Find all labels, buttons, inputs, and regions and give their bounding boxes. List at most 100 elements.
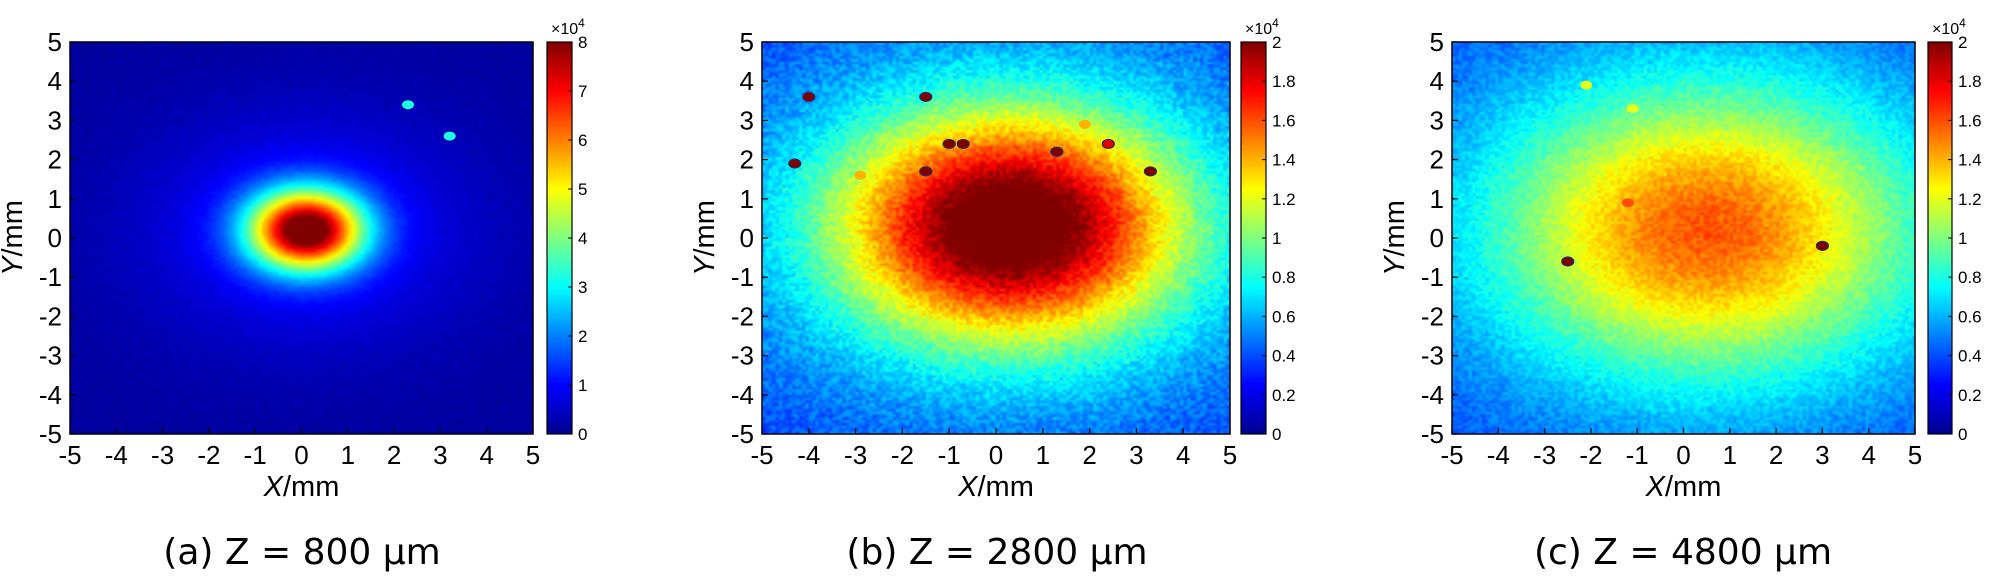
y-tick-label: -2 (731, 301, 754, 331)
y-axis-label: Y/mm (1379, 200, 1411, 276)
x-tick-label: -2 (891, 440, 914, 470)
y-tick-label: -4 (39, 380, 62, 410)
panel-caption: (a) Z = 800 μm (163, 532, 440, 573)
hot-pixel (802, 91, 816, 102)
colorbar-tick-label: 2 (1272, 33, 1281, 52)
heatmap-panel-a: -5 -4 -3 -2 -1 0 1 2 3 4 5 -5 -4 -3 -2 -1 0 1 2 3 4 5 X/mm Y/mm… (0, 16, 587, 573)
hot-pixel (1101, 138, 1115, 150)
heatmap-image (70, 42, 533, 434)
y-tick-label: -4 (731, 380, 754, 410)
y-tick-label: -4 (1421, 380, 1444, 410)
x-tick-label: 4 (1861, 440, 1875, 470)
y-tick-label: 3 (1430, 105, 1444, 135)
y-tick-label: 0 (1430, 223, 1444, 253)
colorbar-multiplier: ×104 (1245, 16, 1279, 38)
y-tick-label: 2 (740, 145, 754, 175)
colorbar-tick-label: 7 (578, 82, 587, 101)
x-axis-label: X/mm (1645, 471, 1722, 503)
colorbar-tick-label: 8 (578, 33, 587, 52)
x-tick-label: 3 (433, 440, 447, 470)
panel-caption: (b) Z = 2800 μm (846, 532, 1147, 573)
hot-pixel (788, 158, 802, 169)
y-tick-label: 5 (1430, 27, 1444, 57)
y-tick-label: -5 (39, 419, 62, 449)
x-tick-label: -4 (1487, 440, 1510, 470)
colorbar-multiplier: ×104 (551, 16, 585, 38)
x-tick-label: -1 (1626, 440, 1649, 470)
colorbar-tick-label: 1.4 (1958, 151, 1982, 170)
hot-pixel (942, 138, 956, 150)
colorbar-tick-label: 1 (1958, 229, 1967, 248)
colorbar-tick-label: 0 (1958, 425, 1967, 444)
x-tick-label: -5 (1440, 440, 1463, 470)
x-tick-label: -3 (1533, 440, 1556, 470)
x-axis-label: X/mm (957, 471, 1034, 503)
heatmap-image (762, 42, 1230, 434)
x-tick-label: 1 (341, 440, 355, 470)
x-tick-label: 5 (1908, 440, 1922, 470)
x-tick-label: 4 (479, 440, 493, 470)
x-tick-label: 2 (1082, 440, 1096, 470)
y-tick-label: -3 (39, 341, 62, 371)
y-tick-label: -1 (1421, 262, 1444, 292)
hot-pixel (1815, 240, 1830, 251)
colorbar-tick-label: 1 (1272, 229, 1281, 248)
colorbar-tick-label: 0.6 (1272, 307, 1296, 326)
panel-caption: (c) Z = 4800 μm (1534, 532, 1832, 573)
heatmap-panel-b: -5 -4 -3 -2 -1 0 1 2 3 4 5 -5 -4 -3 -2 -1 0 1 2 3 4 5 X/mm Y/mm… (689, 16, 1296, 573)
y-axis-label: Y/mm (0, 200, 29, 276)
y-tick-label: -2 (1421, 301, 1444, 331)
heatmap-image (1452, 42, 1915, 434)
x-axis-label: X/mm (263, 471, 340, 503)
colorbar-tick-label: 2 (1958, 33, 1967, 52)
hot-pixel (1621, 198, 1634, 208)
hot-pixel (854, 170, 867, 180)
heatmap-panel-c: -5 -4 -3 -2 -1 0 1 2 3 4 5 -5 -4 -3 -2 -1 0 1 2 3 4 5 X/mm Y/mm… (1379, 16, 1982, 573)
y-tick-label: 5 (740, 27, 754, 57)
colorbar-multiplier: ×104 (1932, 16, 1966, 38)
y-tick-label: -5 (731, 419, 754, 449)
colorbar-tick-label: 1.6 (1958, 111, 1982, 130)
x-tick-label: -1 (938, 440, 961, 470)
y-tick-label: -5 (1421, 419, 1444, 449)
x-tick-label: 3 (1815, 440, 1829, 470)
colorbar-tick-label: 1.4 (1272, 151, 1296, 170)
y-tick-label: 1 (48, 184, 62, 214)
y-tick-label: 0 (48, 223, 62, 253)
y-axis-label: Y/mm (689, 200, 721, 276)
x-tick-label: -2 (1579, 440, 1602, 470)
hot-pixel (1050, 146, 1064, 157)
y-tick-label: 4 (1430, 66, 1444, 96)
colorbar-tick-label: 0.4 (1272, 347, 1296, 366)
colorbar-tick-label: 0 (1272, 425, 1281, 444)
x-tick-label: -4 (797, 440, 820, 470)
x-tick-label: -5 (58, 440, 81, 470)
hot-pixel (443, 131, 456, 141)
colorbar-tick-label: 1.2 (1958, 190, 1982, 209)
hot-pixel (956, 138, 970, 150)
x-tick-label: 5 (1223, 440, 1237, 470)
colorbar-tick-label: 1.2 (1272, 190, 1296, 209)
y-tick-label: 3 (48, 105, 62, 135)
colorbar-tick-label: 0 (578, 425, 587, 444)
y-tick-label: -2 (39, 301, 62, 331)
colorbar-tick-label: 0.6 (1958, 307, 1982, 326)
y-tick-label: -3 (731, 341, 754, 371)
hot-pixel (1078, 119, 1091, 129)
x-tick-label: 2 (387, 440, 401, 470)
colorbar-tick-label: 6 (578, 131, 587, 150)
hot-pixel (1561, 256, 1575, 267)
x-tick-label: 2 (1769, 440, 1783, 470)
y-tick-label: 5 (48, 27, 62, 57)
y-tick-label: 0 (740, 223, 754, 253)
y-tick-label: 2 (48, 145, 62, 175)
x-tick-label: 0 (1676, 440, 1690, 470)
x-tick-label: 5 (526, 440, 540, 470)
colorbar-tick-label: 1.6 (1272, 111, 1296, 130)
hot-pixel (1580, 80, 1593, 90)
y-tick-label: 2 (1430, 145, 1444, 175)
y-tick-label: 4 (740, 66, 754, 96)
colorbar-tick-label: 0.2 (1958, 386, 1982, 405)
y-tick-label: 1 (740, 184, 754, 214)
x-tick-label: -1 (244, 440, 267, 470)
